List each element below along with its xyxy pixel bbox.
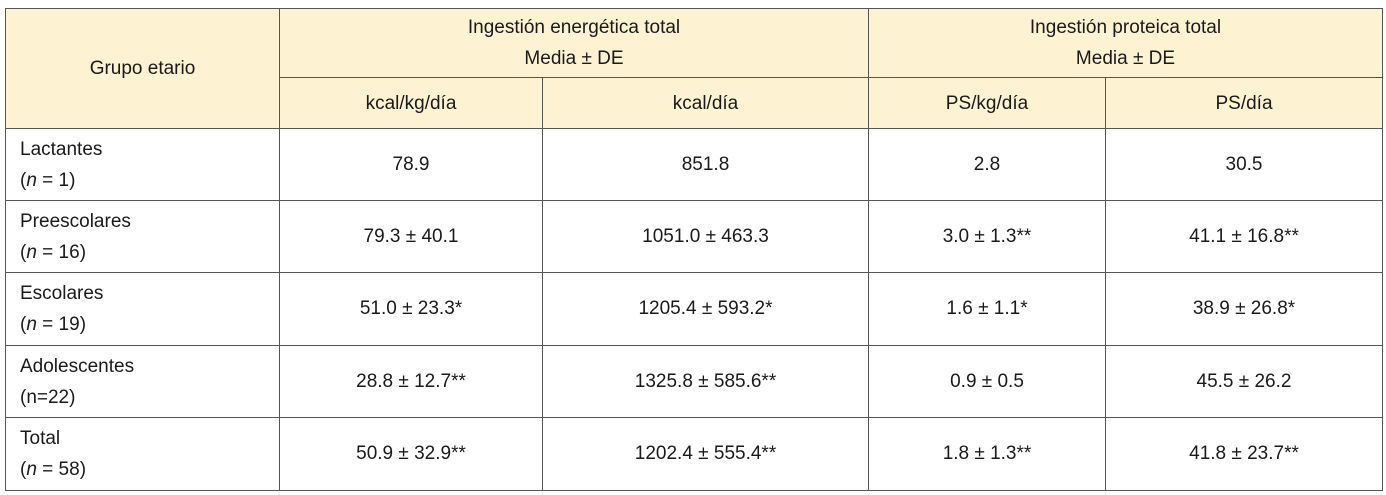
value-cell: 41.8 ± 23.7** [1106, 418, 1383, 491]
value-cell: 78.9 [280, 129, 543, 201]
value-cell: 41.1 ± 16.8** [1106, 201, 1383, 273]
header-ps-kg-dia: PS/kg/día [869, 78, 1106, 129]
table-row: Escolares (n = 19) 51.0 ± 23.3* 1205.4 ±… [6, 273, 1383, 346]
group-n: (n = 16) [20, 237, 279, 268]
group-n: (n=22) [20, 382, 279, 413]
group-cell: Preescolares (n = 16) [6, 201, 280, 273]
value-cell: 1202.4 ± 555.4** [543, 418, 869, 491]
nutrition-intake-table: Grupo etario Ingestión energética total … [5, 8, 1383, 491]
header-energy-subtitle: Media ± DE [280, 43, 868, 74]
value-cell: 50.9 ± 32.9** [280, 418, 543, 491]
header-group-label: Grupo etario [90, 58, 196, 79]
header-protein-title: Ingestión proteica total [869, 12, 1382, 43]
value-cell: 1325.8 ± 585.6** [543, 346, 869, 418]
group-cell: Adolescentes (n=22) [6, 346, 280, 418]
value-cell: 1.8 ± 1.3** [869, 418, 1106, 491]
group-cell: Lactantes (n = 1) [6, 129, 280, 201]
header-energy: Ingestión energética total Media ± DE [280, 9, 869, 78]
header-energy-title: Ingestión energética total [280, 12, 868, 43]
header-protein: Ingestión proteica total Media ± DE [869, 9, 1383, 78]
value-cell: 2.8 [869, 129, 1106, 201]
group-n: (n = 58) [20, 454, 279, 485]
group-name: Preescolares [20, 206, 279, 237]
group-name: Lactantes [20, 134, 279, 165]
value-cell: 30.5 [1106, 129, 1383, 201]
header-kcal-kg-dia: kcal/kg/día [280, 78, 543, 129]
value-cell: 45.5 ± 26.2 [1106, 346, 1383, 418]
value-cell: 1051.0 ± 463.3 [543, 201, 869, 273]
value-cell: 3.0 ± 1.3** [869, 201, 1106, 273]
group-n: (n = 19) [20, 309, 279, 340]
table-row: Adolescentes (n=22) 28.8 ± 12.7** 1325.8… [6, 346, 1383, 418]
header-protein-subtitle: Media ± DE [869, 43, 1382, 74]
header-group: Grupo etario [6, 9, 280, 129]
group-cell: Total (n = 58) [6, 418, 280, 491]
group-name: Escolares [20, 278, 279, 309]
table-row: Total (n = 58) 50.9 ± 32.9** 1202.4 ± 55… [6, 418, 1383, 491]
value-cell: 51.0 ± 23.3* [280, 273, 543, 346]
group-name: Adolescentes [20, 351, 279, 382]
value-cell: 1.6 ± 1.1* [869, 273, 1106, 346]
value-cell: 28.8 ± 12.7** [280, 346, 543, 418]
value-cell: 851.8 [543, 129, 869, 201]
table-row: Lactantes (n = 1) 78.9 851.8 2.8 30.5 [6, 129, 1383, 201]
group-n: (n = 1) [20, 165, 279, 196]
header-ps-dia: PS/día [1106, 78, 1383, 129]
value-cell: 38.9 ± 26.8* [1106, 273, 1383, 346]
value-cell: 79.3 ± 40.1 [280, 201, 543, 273]
table-row: Preescolares (n = 16) 79.3 ± 40.1 1051.0… [6, 201, 1383, 273]
group-name: Total [20, 423, 279, 454]
header-kcal-dia: kcal/día [543, 78, 869, 129]
value-cell: 1205.4 ± 593.2* [543, 273, 869, 346]
group-cell: Escolares (n = 19) [6, 273, 280, 346]
value-cell: 0.9 ± 0.5 [869, 346, 1106, 418]
